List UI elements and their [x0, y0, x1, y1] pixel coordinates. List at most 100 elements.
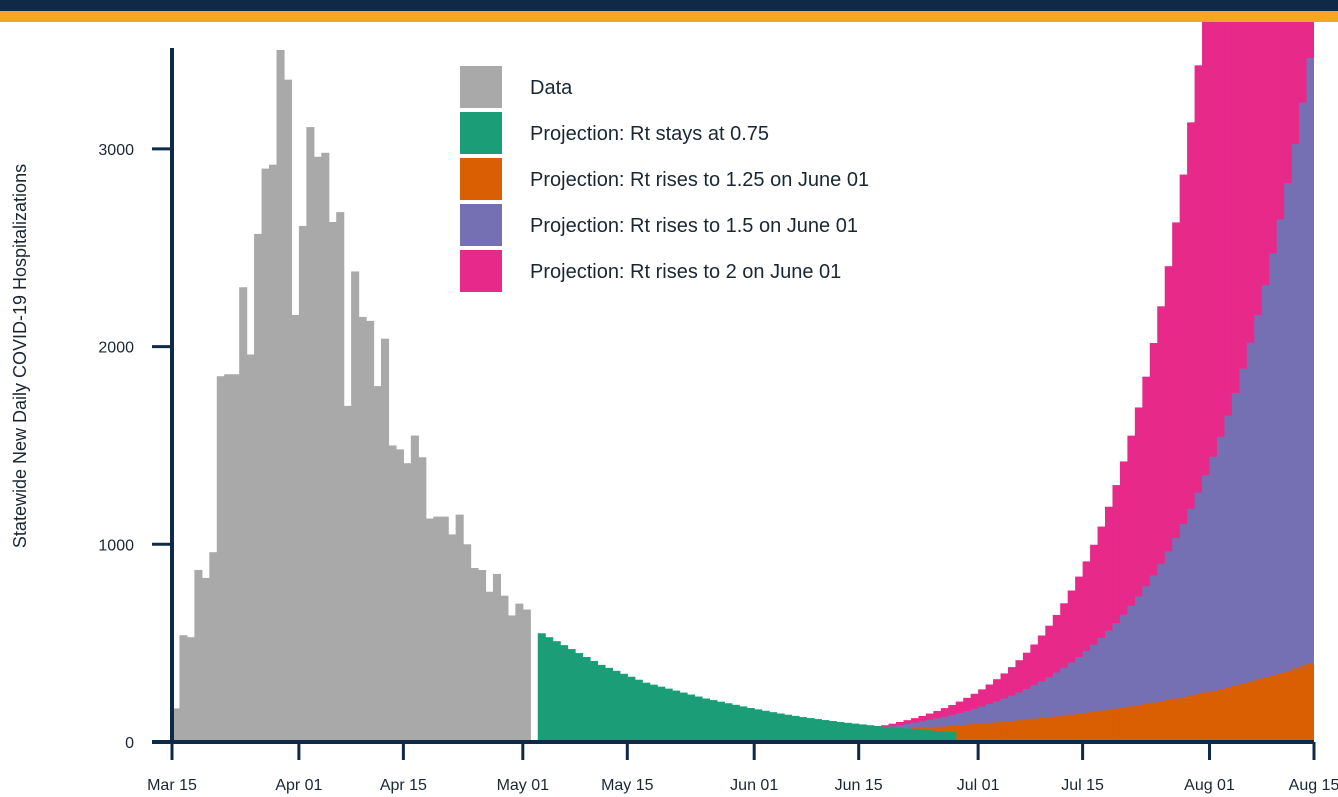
- bar: [739, 706, 748, 742]
- x-tick-label: Jul 15: [1061, 777, 1104, 794]
- bar: [1202, 475, 1211, 742]
- bar: [269, 164, 278, 742]
- bar: [970, 724, 979, 742]
- bar: [724, 703, 733, 742]
- bar: [843, 722, 852, 742]
- bar: [1172, 222, 1181, 742]
- bar: [993, 701, 1002, 742]
- bar: [492, 573, 502, 742]
- bar: [1060, 715, 1069, 742]
- bar: [1246, 681, 1255, 742]
- bar: [1127, 435, 1136, 742]
- bar: [1224, 415, 1233, 742]
- bar: [545, 637, 554, 742]
- bar: [963, 724, 972, 742]
- bar: [1246, 342, 1255, 742]
- bar: [701, 698, 711, 742]
- bar: [485, 591, 494, 742]
- header-bar-gold: [0, 11, 1338, 22]
- bar: [522, 609, 531, 742]
- bar: [589, 660, 599, 742]
- bar: [1105, 709, 1114, 742]
- bar: [552, 641, 561, 742]
- bar: [597, 664, 606, 742]
- bar: [761, 710, 770, 742]
- bar: [276, 50, 285, 742]
- bar: [1105, 630, 1114, 742]
- bar: [1209, 690, 1218, 742]
- bar: [1216, 436, 1226, 742]
- series-1: [537, 633, 957, 742]
- bar: [612, 670, 621, 742]
- bar: [1052, 672, 1061, 742]
- bar: [1194, 65, 1203, 742]
- y-tick-label: 1000: [98, 537, 134, 554]
- x-tick-label: Jun 01: [730, 777, 778, 794]
- bar: [336, 212, 345, 742]
- bar: [933, 730, 942, 742]
- bar: [560, 645, 569, 742]
- bar: [978, 723, 987, 742]
- bar: [1090, 544, 1099, 742]
- bar: [1216, 689, 1226, 742]
- bar: [448, 534, 457, 742]
- bar: [201, 577, 210, 742]
- bar: [388, 445, 397, 742]
- bar: [858, 724, 867, 742]
- bar: [500, 595, 509, 742]
- bar: [1119, 707, 1128, 742]
- bar: [366, 320, 375, 742]
- bar: [1097, 526, 1106, 742]
- bar: [910, 729, 919, 742]
- bar: [1134, 407, 1143, 742]
- bars-layer: [172, 10, 1322, 742]
- series-0: [172, 50, 531, 742]
- bar: [1097, 710, 1106, 742]
- bar: [1030, 685, 1039, 742]
- legend-swatch: [460, 158, 502, 200]
- bar: [754, 709, 763, 742]
- bar: [1052, 716, 1061, 742]
- bar: [731, 704, 740, 742]
- bar: [1142, 703, 1151, 742]
- bar: [328, 222, 337, 742]
- bar: [186, 637, 195, 742]
- bar: [246, 354, 255, 742]
- bar: [418, 457, 427, 742]
- bar: [1015, 692, 1024, 742]
- bar: [716, 701, 725, 742]
- bar: [1142, 376, 1151, 742]
- bar: [1134, 596, 1143, 742]
- axes: 0 1000 2000 3000 Mar 15 Apr 01 Apr 15 May 01 May…: [98, 48, 1338, 794]
- bar: [1284, 670, 1293, 742]
- bar: [1075, 656, 1084, 742]
- bar: [224, 374, 233, 742]
- bar: [821, 720, 830, 742]
- bar: [1149, 343, 1158, 742]
- bar: [776, 713, 785, 742]
- bar: [239, 287, 248, 742]
- bar: [1045, 717, 1054, 742]
- bar: [1299, 666, 1308, 742]
- bar: [1314, 10, 1322, 742]
- x-tick-label: Jun 15: [835, 777, 883, 794]
- bar: [1112, 622, 1121, 742]
- bar: [896, 727, 905, 742]
- bar: [1067, 662, 1076, 742]
- bar: [1261, 285, 1270, 742]
- bar: [261, 168, 270, 742]
- bar: [657, 686, 666, 742]
- legend-label: Projection: Rt rises to 1.5 on June 01: [530, 215, 858, 237]
- bar: [1119, 461, 1128, 742]
- bar: [1157, 306, 1166, 742]
- x-tick-label: Aug 15: [1289, 777, 1338, 794]
- bar: [1164, 551, 1173, 742]
- bar: [627, 676, 636, 742]
- bar: [1299, 102, 1308, 742]
- legend-label: Data: [530, 77, 573, 99]
- bar: [1254, 679, 1263, 742]
- bar: [1090, 711, 1099, 742]
- bar: [806, 718, 815, 742]
- bar: [537, 633, 546, 742]
- bar: [1022, 688, 1031, 742]
